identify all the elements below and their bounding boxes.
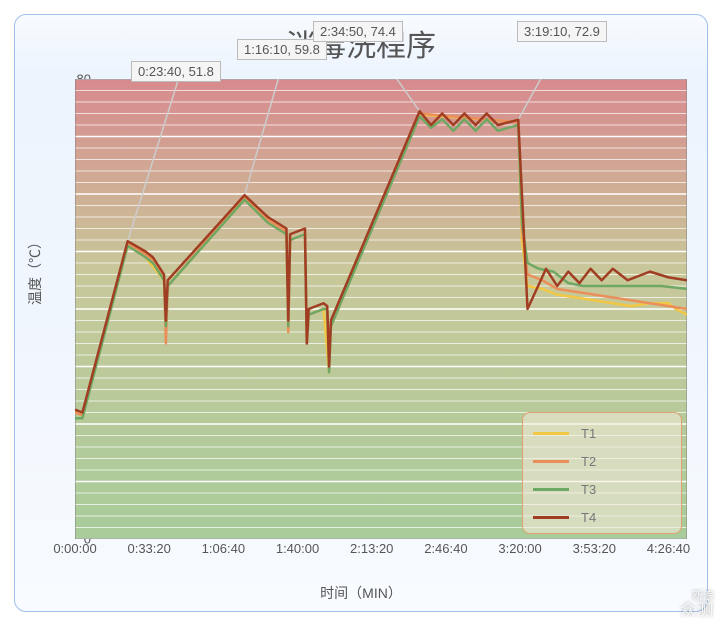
- x-tick: 3:20:00: [498, 541, 541, 556]
- legend-swatch: [533, 516, 569, 519]
- legend-label: T3: [581, 482, 596, 497]
- x-axis-label: 时间（MIN）: [15, 583, 707, 603]
- legend-label: T1: [581, 426, 596, 441]
- legend-item-T4: T4: [533, 503, 671, 531]
- watermark: 新浪 众测: [680, 590, 714, 620]
- x-tick: 1:40:00: [276, 541, 319, 556]
- legend-item-T1: T1: [533, 419, 671, 447]
- x-tick: 1:06:40: [202, 541, 245, 556]
- data-callout: 2:34:50, 74.4: [313, 21, 403, 42]
- data-callout: 1:16:10, 59.8: [237, 39, 327, 60]
- legend-swatch: [533, 460, 569, 463]
- legend-item-T3: T3: [533, 475, 671, 503]
- legend-label: T2: [581, 454, 596, 469]
- data-callout: 3:19:10, 72.9: [517, 21, 607, 42]
- data-callout: 0:23:40, 51.8: [131, 61, 221, 82]
- x-tick: 3:53:20: [573, 541, 616, 556]
- legend: T1 T2 T3 T4: [522, 412, 682, 534]
- x-tick: 2:13:20: [350, 541, 393, 556]
- watermark-line2: 众测: [680, 602, 714, 620]
- x-tick: 0:33:20: [127, 541, 170, 556]
- y-axis-label: 温度（℃）: [25, 235, 45, 305]
- watermark-line1: 新浪: [680, 590, 714, 602]
- chart-container: 消毒洗程序 温度（℃） 01020304050607080 0:00:000:3…: [14, 14, 708, 612]
- x-tick: 4:26:40: [647, 541, 690, 556]
- plot-area: T1T2T3T4 0:23:40, 51.81:16:10, 59.82:34:…: [75, 79, 687, 539]
- legend-label: T4: [581, 510, 596, 525]
- legend-item-T2: T2: [533, 447, 671, 475]
- x-tick: 0:00:00: [53, 541, 96, 556]
- legend-swatch: [533, 488, 569, 491]
- x-tick: 2:46:40: [424, 541, 467, 556]
- legend-swatch: [533, 432, 569, 435]
